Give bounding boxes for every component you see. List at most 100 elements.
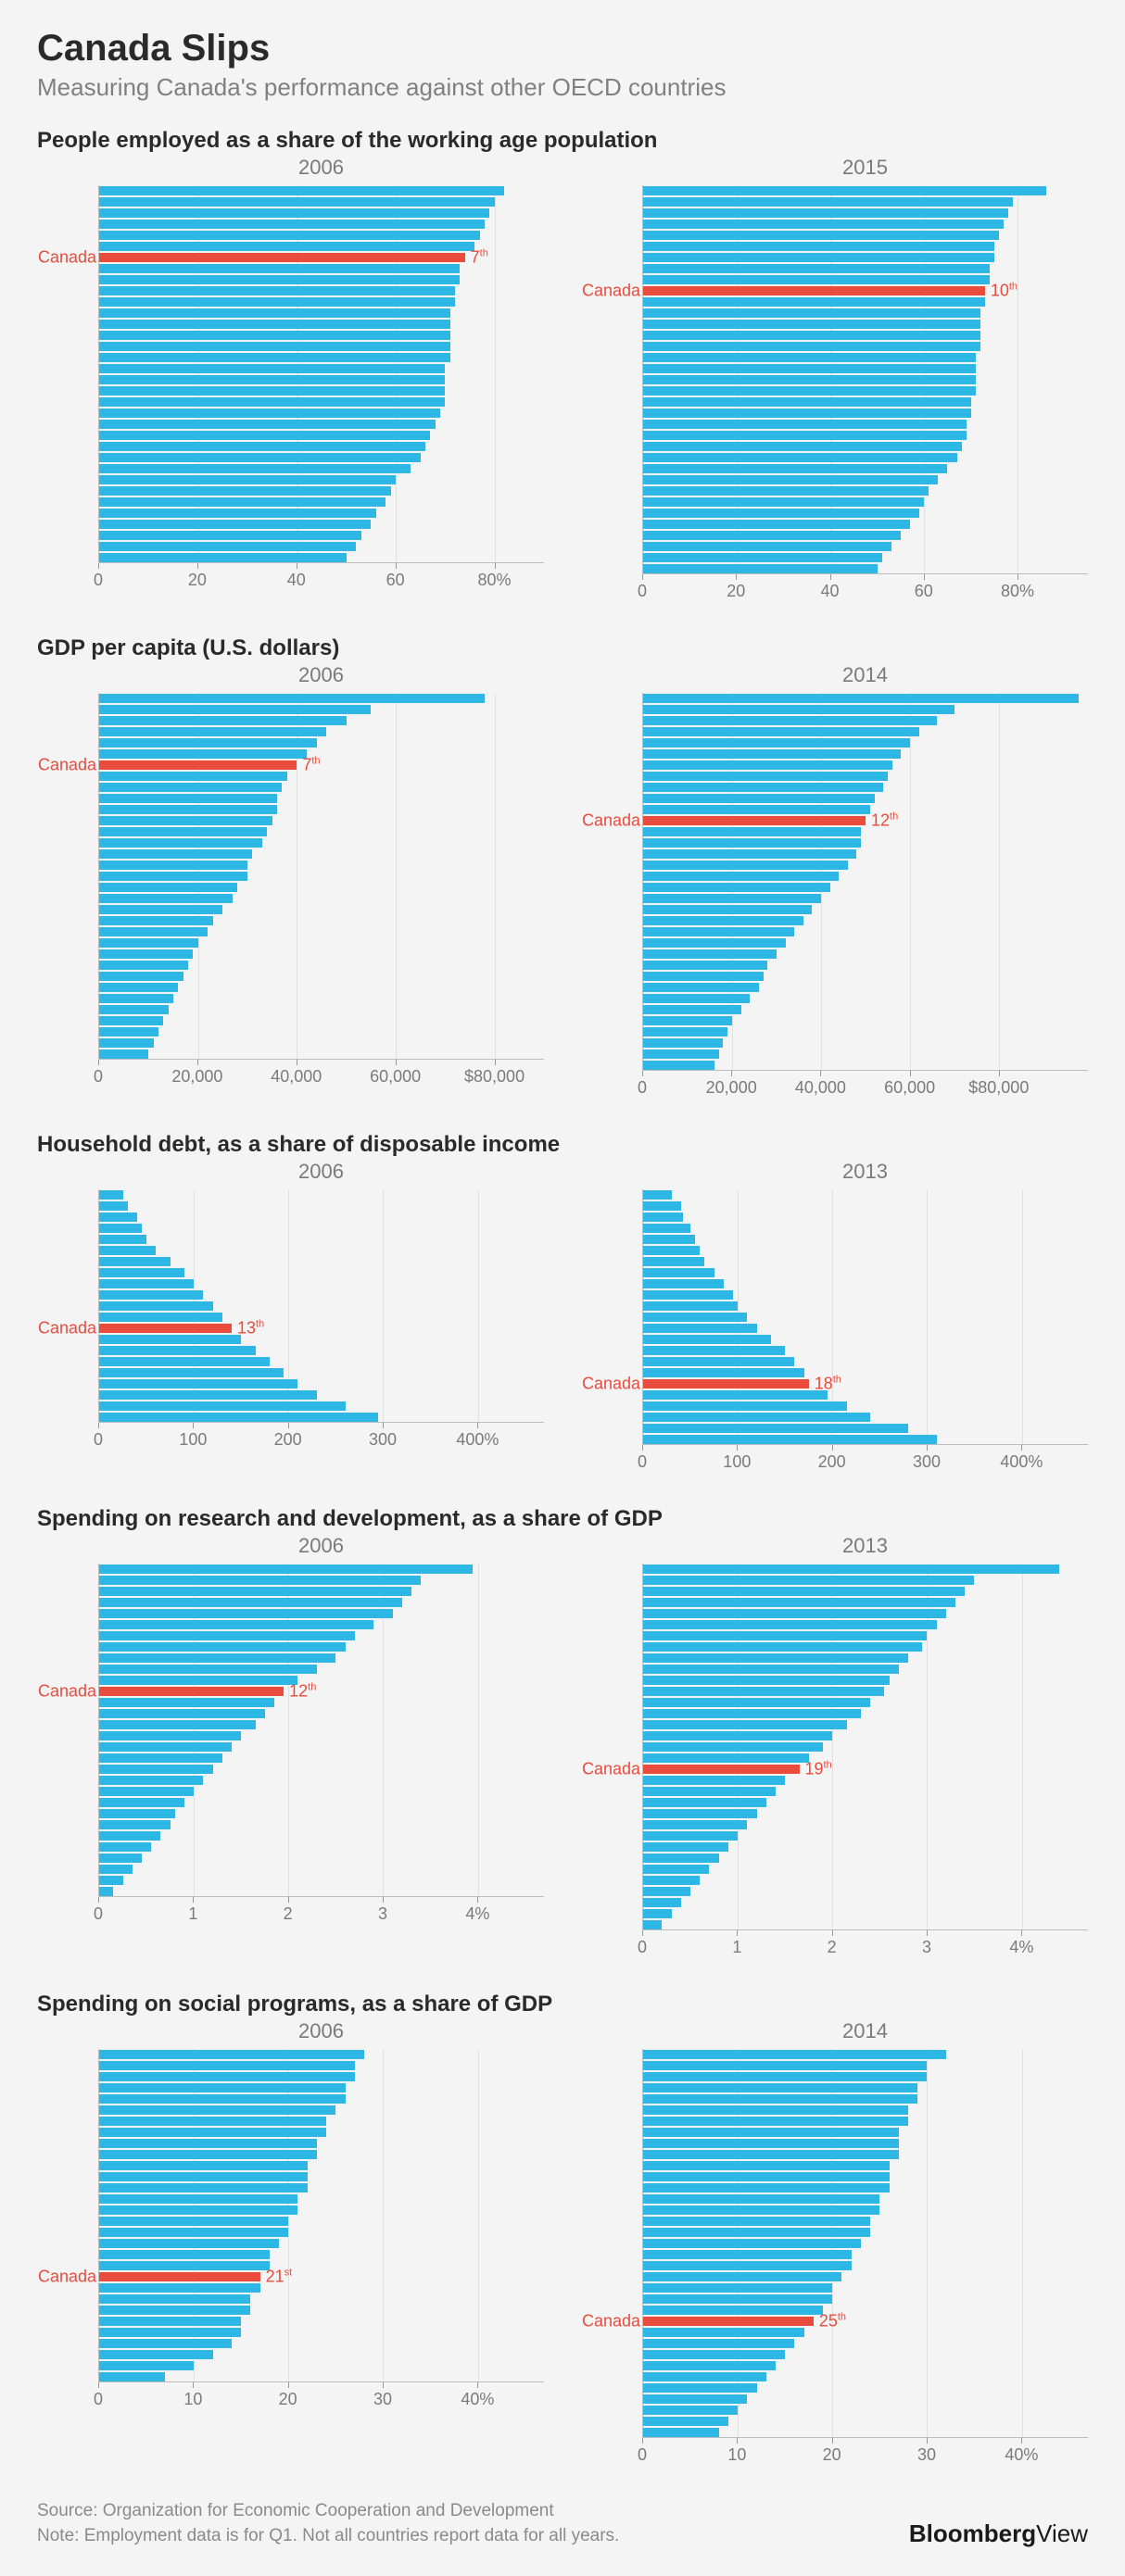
- bar: [99, 531, 361, 540]
- bar-row: [643, 2282, 1088, 2293]
- chart-section: Spending on social programs, as a share …: [37, 1992, 1088, 2466]
- x-tick-label: 30: [917, 2445, 936, 2465]
- bar-row: [643, 804, 1088, 815]
- chart-panel: 2015Canada10th020406080%: [581, 156, 1088, 602]
- bar-row: [643, 207, 1088, 219]
- canada-label: Canada: [38, 756, 96, 775]
- chart-panel: 2006Canada7th020406080%: [37, 156, 544, 602]
- bar: [99, 2083, 346, 2092]
- bar: [99, 553, 347, 562]
- bar: [99, 1731, 241, 1740]
- bar: [643, 553, 882, 562]
- x-tick: [924, 574, 925, 580]
- bar: [99, 2217, 288, 2226]
- bar: [99, 420, 436, 429]
- bar-row: [643, 1641, 1088, 1652]
- bar: [99, 386, 445, 396]
- x-tick-label: 60: [915, 582, 933, 601]
- bar: [99, 1776, 203, 1785]
- bar: [99, 816, 272, 825]
- bar: [643, 397, 971, 407]
- bar: [99, 2250, 270, 2259]
- x-axis: 01234%: [98, 1897, 544, 1925]
- canada-label: Canada: [38, 1319, 96, 1338]
- bar: [643, 2394, 747, 2404]
- x-tick-label: 400%: [456, 1430, 499, 1450]
- bar-row: [99, 1708, 544, 1719]
- bar: [99, 1246, 156, 1255]
- bar-row: [99, 1652, 544, 1664]
- bar-row: [99, 860, 544, 871]
- x-tick-label: 0: [638, 2445, 647, 2465]
- bar: [99, 1642, 346, 1652]
- x-axis: 0100200300400%: [642, 1445, 1088, 1473]
- bar-row: [99, 1334, 544, 1345]
- bar-row: [99, 1367, 544, 1378]
- x-tick-label: 200: [818, 1452, 846, 1472]
- rank-label: 12th: [871, 811, 898, 831]
- bar-row: [99, 452, 544, 463]
- bar-row: [643, 541, 1088, 552]
- bar-row: [643, 408, 1088, 419]
- bar-row: [99, 782, 544, 793]
- bar: [643, 905, 812, 914]
- x-tick-label: 10: [727, 2445, 746, 2465]
- bar: [643, 2183, 890, 2193]
- x-tick-label: $80,000: [968, 1078, 1029, 1098]
- section-title: Household debt, as a share of disposable…: [37, 1132, 1088, 1158]
- bar-row: [99, 1049, 544, 1060]
- bar-row: [99, 2071, 544, 2082]
- bar-row: [643, 508, 1088, 519]
- bar: [643, 2161, 890, 2170]
- bar: [99, 1049, 148, 1059]
- bar: [99, 872, 247, 881]
- bar-row: [643, 2193, 1088, 2205]
- x-tick-label: 40%: [461, 2390, 494, 2409]
- bar-row: [99, 1686, 544, 1697]
- bar-row: [99, 982, 544, 993]
- bar: [643, 2328, 804, 2337]
- bar-row: [99, 474, 544, 485]
- bar: [643, 1876, 700, 1885]
- bar: [643, 464, 947, 473]
- bar: [643, 1820, 747, 1829]
- bar: [643, 983, 759, 992]
- bar-row: [643, 693, 1088, 704]
- bar: [99, 1665, 317, 1674]
- bar: [99, 1720, 256, 1729]
- bar-row: [99, 2371, 544, 2382]
- canada-label: Canada: [582, 1760, 640, 1779]
- bar-row: [643, 1301, 1088, 1312]
- bar-row: [643, 519, 1088, 530]
- x-tick: [197, 563, 198, 569]
- bar-row: [99, 230, 544, 241]
- bar-row: [99, 2316, 544, 2327]
- bar: [99, 1413, 378, 1422]
- bar-row: [643, 263, 1088, 274]
- bar: [643, 420, 967, 429]
- bar-row: [643, 2138, 1088, 2149]
- bar-row: [99, 2293, 544, 2305]
- bar-row: [99, 2193, 544, 2205]
- bar-row: [643, 1697, 1088, 1708]
- bar-row: [99, 1864, 544, 1875]
- bar-row: [99, 274, 544, 285]
- bar: [99, 1201, 128, 1211]
- bar-row: [643, 1423, 1088, 1434]
- bar: [99, 1609, 393, 1618]
- x-tick-label: 0: [94, 1904, 103, 1924]
- bar: [643, 431, 967, 440]
- bar: [643, 1313, 747, 1322]
- x-tick: [832, 2438, 833, 2444]
- bar-row: [99, 2305, 544, 2316]
- bar-row: [643, 2349, 1088, 2360]
- bar-row: [99, 2127, 544, 2138]
- bar: [643, 1853, 719, 1863]
- bar-row: [643, 1245, 1088, 1256]
- x-tick: [495, 1060, 496, 1065]
- x-tick-label: 300: [369, 1430, 397, 1450]
- plot-area: Canada10th: [642, 185, 1088, 574]
- bar: [643, 1631, 927, 1640]
- bar-row: [643, 1730, 1088, 1741]
- bar-row: [99, 2238, 544, 2249]
